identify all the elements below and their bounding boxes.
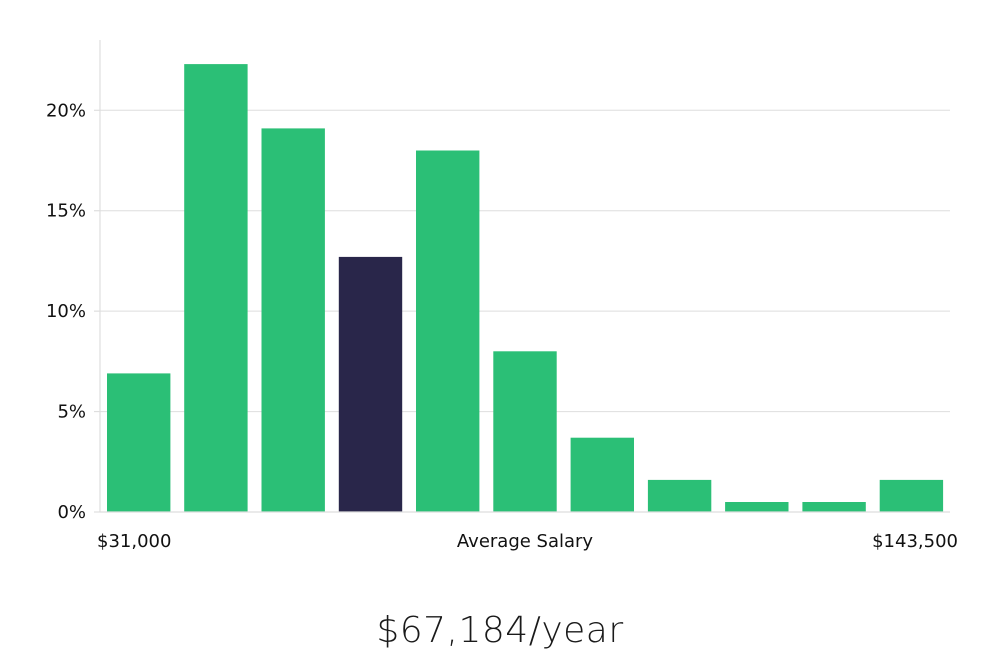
histogram-bar [184, 64, 248, 512]
histogram-bar [107, 373, 171, 512]
histogram-bar [261, 128, 325, 512]
label-layer: $31,000 Average Salary $143,500 [97, 531, 958, 552]
x-max-label: $143,500 [872, 531, 958, 552]
histogram-bar [493, 351, 557, 512]
y-tick-label: 15% [46, 201, 86, 222]
histogram-bar [802, 502, 866, 512]
y-tick-label: 20% [46, 100, 86, 121]
bar-layer [107, 64, 944, 512]
histogram-bar [879, 479, 944, 512]
histogram-bar [416, 150, 480, 512]
histogram-bar [647, 479, 712, 512]
histogram-bar [725, 502, 789, 512]
histogram-bar [570, 437, 634, 512]
axis-layer: 0% 5% 10% 15% 20% [46, 40, 950, 523]
average-salary-value: $67,184/year [376, 610, 624, 651]
chart-canvas: 0% 5% 10% 15% 20% $31,000 Average Salary $14… [46, 40, 958, 552]
y-tick-label: 0% [57, 502, 86, 523]
x-min-label: $31,000 [97, 531, 171, 552]
y-tick-label: 5% [57, 402, 86, 423]
histogram-bar-average [338, 256, 403, 512]
x-center-label: Average Salary [457, 531, 594, 552]
y-tick-label: 10% [46, 301, 86, 322]
